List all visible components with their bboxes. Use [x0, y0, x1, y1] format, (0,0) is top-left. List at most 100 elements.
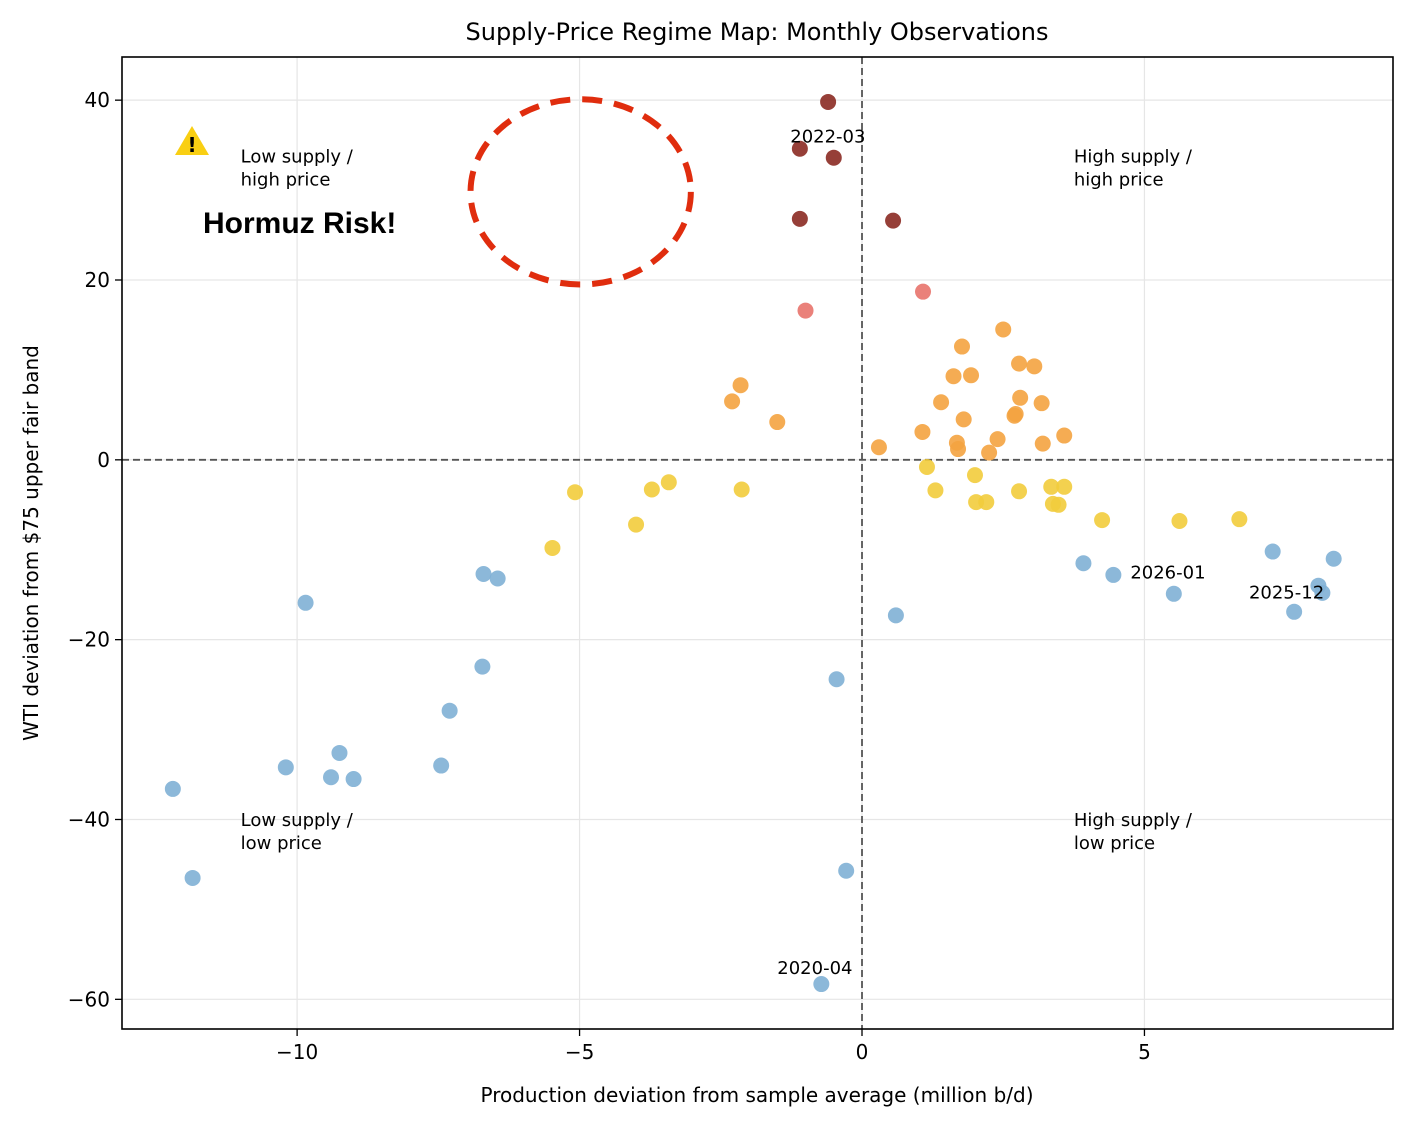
data-point: [885, 212, 902, 229]
data-point: [643, 481, 660, 498]
data-point: [918, 459, 935, 476]
data-point: [915, 283, 932, 300]
x-axis-label: Production deviation from sample average…: [481, 1083, 1034, 1107]
data-point: [1056, 478, 1073, 495]
y-tick-label: −20: [68, 628, 110, 652]
data-point: [660, 474, 677, 491]
data-point: [184, 869, 201, 886]
data-point: [1231, 511, 1248, 528]
data-point: [1056, 427, 1073, 444]
data-point: [1034, 435, 1051, 452]
data-point: [297, 594, 314, 611]
data-point: [1033, 395, 1050, 412]
grid-lines: [122, 57, 1393, 1029]
quadrant-label-line: Low supply /: [241, 147, 354, 168]
data-point: [277, 759, 294, 776]
zero-reference-lines: [122, 57, 1393, 1029]
data-point: [323, 769, 340, 786]
quadrant-label: High supply / high price: [1074, 147, 1193, 191]
data-point: [733, 481, 750, 498]
data-point: [331, 744, 348, 761]
data-point: [933, 394, 950, 411]
data-point: [474, 658, 491, 675]
data-point: [1075, 555, 1092, 572]
y-tick-label: 0: [97, 448, 110, 472]
data-point: [950, 441, 967, 458]
data-point: [1314, 584, 1331, 601]
data-point: [1171, 512, 1188, 529]
hormuz-risk-label: Hormuz Risk!: [203, 207, 396, 240]
data-point: [914, 423, 931, 440]
data-point: [1094, 512, 1111, 529]
data-point: [927, 482, 944, 499]
plot-frame: [121, 56, 1394, 1030]
data-point: [732, 377, 749, 394]
data-point: [1325, 550, 1342, 567]
data-point: [828, 671, 845, 688]
data-point: [1050, 496, 1067, 513]
data-point: [1012, 389, 1029, 406]
data-point: [981, 444, 998, 461]
quadrant-label: Low supply / high price: [241, 147, 354, 191]
data-point: [1165, 585, 1182, 602]
point-label: 2026-01: [1130, 563, 1205, 584]
data-point: [963, 367, 980, 384]
data-point: [995, 321, 1012, 338]
quadrant-label-line: Low supply /: [241, 810, 354, 831]
quadrant-label-line: High supply /: [1074, 810, 1193, 831]
data-point: [544, 539, 561, 556]
chart-title: Supply-Price Regime Map: Monthly Observa…: [466, 18, 1049, 46]
data-point: [1105, 566, 1122, 583]
data-point: [955, 411, 972, 428]
x-tick-label: −10: [276, 1040, 318, 1064]
data-point: [989, 431, 1006, 448]
scatter-points: [164, 93, 1342, 993]
data-point: [791, 210, 808, 227]
x-tick-label: 5: [1138, 1040, 1151, 1064]
x-tick-label: −5: [565, 1040, 594, 1064]
data-point: [978, 494, 995, 511]
data-point: [475, 566, 492, 583]
data-point: [724, 393, 741, 410]
point-label: 2022-03: [790, 126, 865, 147]
data-point: [813, 976, 830, 993]
y-axis-label: WTI deviation from $75 upper fair band: [19, 345, 43, 741]
quadrant-label: High supply / low price: [1074, 810, 1193, 854]
warning-glyph: !: [187, 133, 196, 157]
data-point: [628, 516, 645, 533]
data-point: [1011, 483, 1028, 500]
data-point: [870, 439, 887, 456]
data-point: [945, 368, 962, 385]
warning-icon: !: [175, 126, 209, 157]
data-point: [345, 771, 362, 788]
y-tick-label: −60: [68, 987, 110, 1011]
y-tick-label: 20: [85, 268, 110, 292]
data-point: [1264, 543, 1281, 560]
data-point: [1011, 355, 1028, 372]
data-point: [1007, 405, 1024, 422]
data-point: [966, 467, 983, 484]
data-point: [441, 702, 458, 719]
point-label: 2025-12: [1249, 582, 1324, 603]
data-point: [567, 484, 584, 501]
data-point: [825, 149, 842, 166]
x-tick-label: 0: [856, 1040, 869, 1064]
quadrant-label-line: low price: [1074, 833, 1155, 854]
data-point: [1026, 358, 1043, 375]
data-point: [953, 338, 970, 355]
data-point: [887, 607, 904, 624]
quadrant-label: Low supply / low price: [241, 810, 354, 854]
axis-ticks: −10 −5 0 5 −60 −40 −20 0 20 40: [68, 88, 1151, 1064]
data-point: [769, 414, 786, 431]
quadrant-label-line: high price: [241, 170, 331, 191]
data-point: [797, 302, 814, 319]
quadrant-label-line: High supply /: [1074, 147, 1193, 168]
data-point: [838, 862, 855, 879]
data-point: [433, 757, 450, 774]
data-point: [1286, 603, 1303, 620]
hormuz-annotation: ! Hormuz Risk!: [175, 96, 694, 288]
data-point: [791, 140, 808, 157]
point-label: 2020-04: [777, 958, 852, 979]
